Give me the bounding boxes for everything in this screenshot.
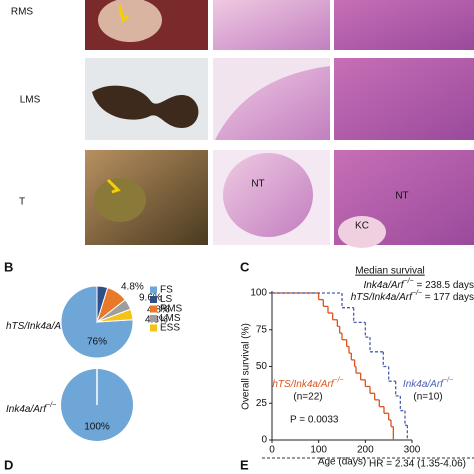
label-rest: = 177 days [422, 292, 474, 303]
row-label: T [19, 197, 25, 208]
curve-n: (n=10) [413, 392, 442, 403]
tumor [92, 85, 199, 128]
pie-label: Ink4a/Arf−/− [6, 402, 56, 415]
tissue [215, 66, 330, 140]
tissue [223, 153, 313, 237]
label-main: hTS/Ink4a/Arf [6, 321, 68, 332]
legend-swatch [150, 305, 157, 313]
label-main: Ink4a/Arf [403, 379, 444, 390]
histology [334, 0, 474, 50]
legend-swatch [150, 286, 157, 294]
x-tick-label: 200 [357, 445, 374, 456]
tumor [98, 0, 162, 42]
x-tick-label: 100 [310, 445, 327, 456]
pie-value-label: 76% [87, 337, 107, 348]
label-main: hTS/Ink4a/Arf [272, 379, 334, 390]
y-tick-label: 25 [256, 398, 268, 409]
label-main: Ink4a/Arf [6, 404, 47, 415]
histology [213, 0, 330, 50]
legend-title: Median survival [355, 266, 424, 277]
p-value: P = 0.0033 [290, 415, 339, 426]
panel-letter: B [4, 259, 13, 274]
hazard-ratio: HR = 2.34 (1.35-4.06) [369, 459, 466, 470]
arrow [106, 178, 121, 194]
histology [334, 58, 474, 140]
annotation: KC [355, 221, 369, 232]
label-sup: −/− [404, 278, 414, 285]
legend-label: FS [160, 285, 173, 296]
label-sup: −/− [443, 377, 453, 384]
y-tick-label: 50 [256, 361, 268, 372]
annotation: NT [395, 191, 408, 202]
legend-label: LS [160, 294, 173, 305]
curve-label: hTS/Ink4a/Arf−/− [272, 377, 343, 390]
label-main: hTS/Ink4a/Arf [351, 292, 413, 303]
x-tick-label: 300 [404, 445, 421, 456]
arrow [118, 5, 129, 23]
pie-slice [96, 308, 134, 323]
label-sup: −/− [334, 377, 344, 384]
median-label: Ink4a/Arf−/− = 238.5 days [364, 278, 474, 291]
x-axis-label: Age (days) [318, 457, 366, 468]
pie-value-label: 100% [84, 422, 110, 433]
y-tick-label: 0 [261, 435, 267, 446]
panel-a-images [85, 0, 474, 248]
pie-value-label: 4.8% [147, 305, 170, 316]
y-axis-label: Overall survival (%) [241, 323, 252, 410]
panel-letter: D [4, 457, 13, 472]
annotation: NT [251, 179, 264, 190]
legend-swatch [150, 296, 157, 303]
y-tick-label: 75 [256, 324, 268, 335]
legend-swatch [150, 324, 157, 332]
y-tick-label: 100 [250, 288, 267, 299]
legend-label: ESS [160, 323, 180, 334]
legend-label: RMS [160, 304, 183, 315]
x-tick-label: 0 [269, 445, 275, 456]
row-label: LMS [20, 95, 41, 106]
label-rest: = 238.5 days [414, 280, 474, 291]
legend-swatch [150, 315, 157, 322]
pie-value-label: 4.8% [121, 282, 144, 293]
tissue [338, 216, 386, 248]
curve-label: Ink4a/Arf−/− [403, 377, 453, 390]
row-label: RMS [11, 7, 34, 18]
median-label: hTS/Ink4a/Arf−/− = 177 days [351, 290, 474, 303]
tumor [94, 178, 146, 222]
curve-n: (n=22) [293, 392, 322, 403]
panel-letter: E [240, 457, 249, 472]
panel-letter: C [240, 259, 250, 274]
label-main: Ink4a/Arf [364, 280, 405, 291]
label-sup: −/− [46, 402, 56, 409]
legend-label: LMS [160, 313, 181, 324]
label-sup: −/− [412, 290, 422, 297]
